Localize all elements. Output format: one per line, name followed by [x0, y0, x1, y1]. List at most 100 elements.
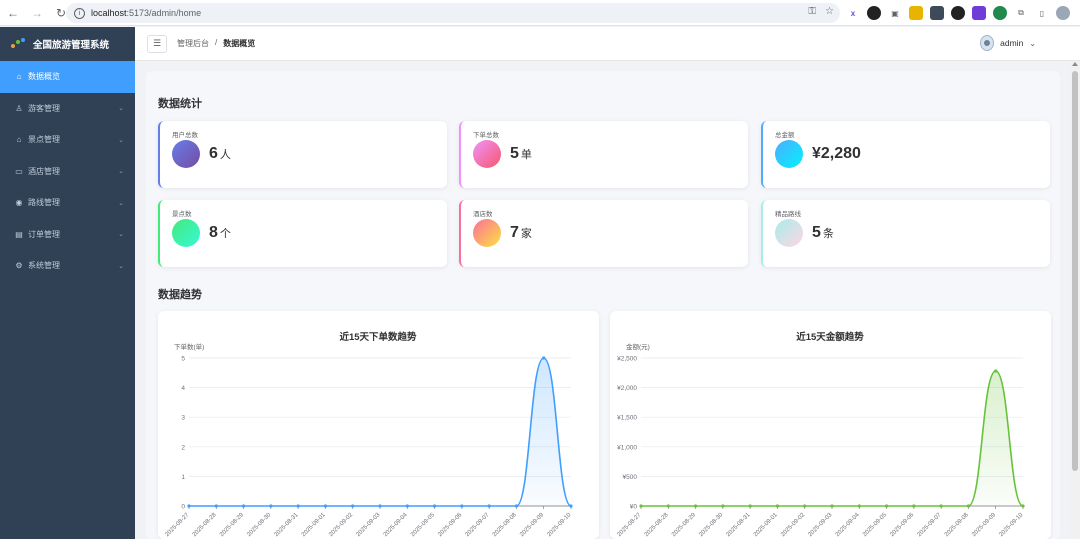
header: ☰ 管理后台 / 数据概览 admin ⌄	[135, 27, 1080, 61]
y-axis-label: 金额(元)	[626, 342, 650, 351]
sidebar-item-attractions[interactable]: ⌂ 景点管理 ⌄	[0, 124, 135, 156]
scrollbar-thumb[interactable]	[1072, 71, 1078, 471]
sidebar-item-system[interactable]: ⚙ 系统管理 ⌄	[0, 250, 135, 282]
extension-calculator-icon[interactable]	[930, 6, 944, 20]
data-point[interactable]	[187, 504, 191, 508]
bookmark-star-icon[interactable]: ☆	[825, 6, 834, 17]
data-point[interactable]	[296, 504, 300, 508]
chart-title: 近15天金额趋势	[796, 331, 864, 343]
chevron-down-icon: ⌄	[118, 168, 124, 176]
data-point[interactable]	[351, 504, 355, 508]
chart-card-amount: 近15天金额趋势 金额(元) ¥0 ¥500 ¥1,000 ¥1,500 ¥2,000 ¥2,…	[610, 311, 1051, 539]
sidebar-item-hotels[interactable]: ▭ 酒店管理 ⌄	[0, 156, 135, 188]
x-tick-label: 2025-09-04	[383, 512, 409, 538]
stat-label: 总金额	[775, 132, 795, 139]
sidebar-item-overview[interactable]: ⌂ 数据概览	[0, 61, 135, 93]
address-bar[interactable]: i localhost:5173/admin/home ⚿ ☆	[66, 3, 840, 23]
data-point[interactable]	[214, 504, 218, 508]
data-point[interactable]	[639, 504, 643, 508]
data-point[interactable]	[666, 504, 670, 508]
data-point[interactable]	[803, 504, 807, 508]
back-icon[interactable]: ←	[7, 5, 19, 20]
y-tick-label: 0	[181, 504, 185, 511]
sidebar-item-routes[interactable]: ◉ 路线管理 ⌄	[0, 187, 135, 219]
site-info-icon[interactable]: i	[74, 7, 85, 19]
sidebar-item-label: 数据概览	[28, 72, 60, 82]
extension-camera-icon[interactable]: ▣	[891, 8, 899, 18]
stat-icon-circle	[473, 140, 501, 168]
scroll-up-icon[interactable]	[1072, 62, 1078, 66]
x-tick-label: 2025-09-09	[519, 512, 545, 538]
data-point[interactable]	[994, 369, 998, 373]
stat-icon-circle	[775, 219, 803, 247]
stat-label: 酒店数	[473, 211, 493, 218]
data-point[interactable]	[966, 504, 971, 508]
data-point[interactable]	[487, 504, 491, 508]
sidebar-item-orders[interactable]: ▤ 订单管理 ⌄	[0, 219, 135, 251]
extension-yellow-icon[interactable]	[909, 6, 923, 20]
data-point[interactable]	[721, 504, 725, 508]
data-point[interactable]	[939, 504, 943, 508]
extension-circle-icon[interactable]	[867, 6, 881, 20]
x-tick-label: 2025-08-29	[671, 512, 697, 538]
data-point[interactable]	[542, 356, 546, 360]
user-icon: ♙	[15, 103, 23, 113]
house-icon: ⌂	[16, 135, 22, 145]
y-tick-label: 4	[181, 385, 185, 392]
avatar	[980, 35, 995, 51]
profile-avatar-icon[interactable]	[1056, 6, 1070, 20]
y-tick-label: ¥1,500	[617, 415, 637, 422]
data-point[interactable]	[748, 504, 752, 508]
data-point[interactable]	[693, 504, 698, 508]
data-point[interactable]	[405, 504, 409, 508]
extension-purple-icon[interactable]	[972, 6, 986, 20]
sidepanel-icon[interactable]: ▯	[1039, 8, 1045, 18]
user-menu[interactable]: admin ⌄	[980, 35, 1036, 51]
data-point[interactable]	[569, 504, 573, 508]
x-tick-label: 2025-09-01	[753, 512, 779, 538]
sidebar-item-label: 酒店管理	[28, 166, 60, 176]
brand-title: 全国旅游管理系统	[33, 40, 110, 51]
stat-icon-circle	[172, 219, 200, 247]
series-area	[641, 371, 1023, 506]
data-point[interactable]	[884, 504, 889, 508]
stat-card-amount: 总金额 ¥2,280	[761, 121, 1050, 188]
y-tick-label: 3	[181, 415, 185, 422]
reload-icon[interactable]: ↻	[55, 5, 67, 20]
y-tick-label: 5	[181, 356, 185, 363]
chart-card-orders: 近15天下单数趋势 下单数(单) 0 1 2 3 4 5 2025-08-27 2025-08-2…	[158, 311, 599, 539]
data-point[interactable]	[378, 504, 382, 508]
data-point[interactable]	[1021, 504, 1025, 508]
data-point[interactable]	[460, 504, 464, 508]
data-point[interactable]	[514, 504, 519, 508]
forward-icon[interactable]: →	[31, 5, 43, 20]
data-point[interactable]	[241, 504, 246, 508]
data-point[interactable]	[912, 504, 916, 508]
sidebar-item-label: 系统管理	[28, 261, 60, 271]
page-scrollbar[interactable]	[1070, 61, 1080, 539]
x-tick-label: 2025-09-08	[492, 512, 518, 538]
extension-palette-icon[interactable]	[951, 6, 965, 20]
extension-x-icon[interactable]: x	[850, 8, 856, 18]
menu-toggle-button[interactable]: ☰	[147, 34, 167, 53]
data-point[interactable]	[323, 504, 328, 508]
x-tick-label: 2025-08-27	[164, 512, 190, 538]
data-point[interactable]	[775, 504, 780, 508]
data-point[interactable]	[432, 504, 437, 508]
key-icon[interactable]: ⚿	[808, 6, 817, 17]
x-tick-label: 2025-09-04	[835, 512, 861, 538]
data-point[interactable]	[830, 504, 834, 508]
chart-title: 近15天下单数趋势	[339, 331, 417, 343]
breadcrumb-root[interactable]: 管理后台	[177, 39, 209, 48]
extensions-puzzle-icon[interactable]: ⧉	[1018, 8, 1024, 17]
browser-toolbar: ← → ↻ i localhost:5173/admin/home ⚿ ☆ x …	[0, 0, 1080, 26]
sidebar-item-tourists[interactable]: ♙ 游客管理 ⌄	[0, 93, 135, 125]
data-point[interactable]	[269, 504, 273, 508]
y-tick-label: ¥500	[623, 474, 638, 481]
extension-green-icon[interactable]	[993, 6, 1007, 20]
data-point[interactable]	[857, 504, 861, 508]
